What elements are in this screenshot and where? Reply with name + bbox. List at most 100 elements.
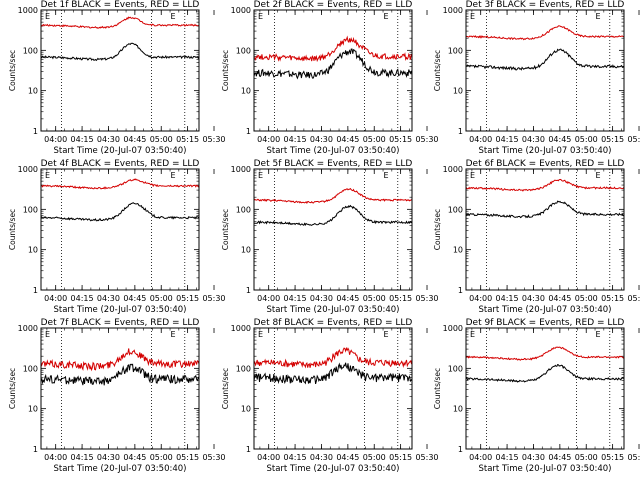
series-line-events: [254, 204, 413, 226]
y-tick-label: 1: [458, 127, 463, 136]
event-marker: E: [596, 330, 601, 339]
x-tick-label: 05:15: [176, 135, 199, 144]
series-line-lld: [40, 348, 200, 372]
x-tick-label: 05:00: [575, 453, 598, 462]
series-line-lld: [253, 346, 413, 369]
y-tick-label: 100: [236, 46, 251, 55]
x-tick-label: 04:15: [71, 135, 94, 144]
y-tick-label: 10: [453, 405, 463, 414]
series-line-events: [253, 48, 413, 80]
x-tick-label: 05:30: [415, 135, 438, 144]
x-tick-label: 04:00: [44, 294, 67, 303]
chart-panel-2: Det 2f BLACK = Events, RED = LLD Counts/s…: [221, 0, 439, 156]
x-tick-label: 04:30: [310, 453, 333, 462]
y-axis-label: Counts/sec: [8, 50, 17, 91]
series-line-lld: [40, 16, 200, 29]
plot-frame: [465, 9, 625, 132]
event-marker: E: [45, 330, 50, 339]
x-tick-label: 05:30: [627, 453, 640, 462]
series-line-lld: [465, 25, 625, 41]
x-tick-label: 04:15: [71, 453, 94, 462]
x-tick-label: 04:15: [284, 135, 307, 144]
x-tick-label: 05:30: [627, 135, 640, 144]
y-tick-label: 10: [241, 405, 251, 414]
y-tick-label: 1: [246, 286, 251, 295]
y-tick-label: 10: [241, 87, 251, 96]
event-marker: E: [171, 12, 176, 21]
chart-panel-9: Det 9f BLACK = Events, RED = LLD Counts/s…: [433, 318, 640, 474]
x-axis-label: Start Time (20-Jul-07 03:50:40): [54, 305, 187, 315]
event-marker: E: [384, 12, 389, 21]
chart-title: Det 7f BLACK = Events, RED = LLD: [41, 318, 200, 328]
x-tick-label: 05:00: [363, 453, 386, 462]
x-tick-label: 04:45: [123, 135, 146, 144]
x-tick-label: 04:15: [496, 453, 519, 462]
x-tick-label: 05:15: [601, 453, 624, 462]
event-marker: E: [258, 171, 263, 180]
series-line-events: [465, 364, 625, 383]
y-tick-label: 1: [33, 127, 38, 136]
x-tick-label: 04:00: [44, 135, 67, 144]
y-tick-label: 10: [28, 246, 38, 255]
plot-frame: [465, 168, 625, 291]
y-tick-label: 100: [448, 205, 463, 214]
y-tick-label: 10: [28, 405, 38, 414]
y-tick-label: 1000: [18, 6, 38, 15]
chart-panel-6: Det 6f BLACK = Events, RED = LLD Counts/s…: [433, 159, 640, 315]
y-tick-label: 10: [453, 87, 463, 96]
event-marker: E: [596, 12, 601, 21]
x-tick-label: 04:15: [284, 294, 307, 303]
plot-frame: [40, 9, 200, 132]
x-tick-label: 04:00: [469, 294, 492, 303]
x-tick-label: 05:15: [389, 453, 412, 462]
series-line-lld: [40, 178, 200, 190]
chart-title: Det 1f BLACK = Events, RED = LLD: [41, 0, 200, 10]
x-tick-label: 05:15: [601, 294, 624, 303]
event-marker: E: [470, 171, 475, 180]
x-axis-label: Start Time (20-Jul-07 03:50:40): [54, 146, 187, 156]
x-tick-label: 05:00: [150, 135, 173, 144]
x-tick-label: 05:15: [601, 135, 624, 144]
y-axis-label: Counts/sec: [433, 209, 442, 250]
x-tick-label: 04:00: [44, 453, 67, 462]
x-tick-label: 04:45: [123, 294, 146, 303]
x-tick-label: 05:30: [415, 294, 438, 303]
plot-frame: [465, 327, 625, 450]
x-tick-label: 05:30: [627, 294, 640, 303]
series-line-events: [40, 42, 200, 62]
series-line-lld: [254, 35, 412, 63]
y-axis-label: Counts/sec: [221, 209, 230, 250]
x-tick-label: 05:30: [202, 294, 225, 303]
y-axis-label: Counts/sec: [433, 368, 442, 409]
y-axis-label: Counts/sec: [8, 368, 17, 409]
event-marker: E: [384, 171, 389, 180]
y-tick-label: 10: [453, 246, 463, 255]
x-tick-label: 04:15: [496, 294, 519, 303]
x-tick-label: 05:00: [575, 294, 598, 303]
y-tick-label: 1000: [443, 324, 463, 333]
chart-title: Det 5f BLACK = Events, RED = LLD: [254, 159, 413, 169]
x-tick-label: 04:45: [336, 294, 359, 303]
x-tick-label: 05:00: [575, 135, 598, 144]
y-tick-label: 1000: [18, 324, 38, 333]
chart-panel-5: Det 5f BLACK = Events, RED = LLD Counts/s…: [221, 159, 439, 315]
y-tick-label: 100: [448, 46, 463, 55]
y-tick-label: 100: [23, 205, 38, 214]
x-tick-label: 04:00: [257, 135, 280, 144]
x-axis-label: Start Time (20-Jul-07 03:50:40): [479, 464, 612, 474]
y-tick-label: 100: [23, 364, 38, 373]
y-tick-label: 1: [33, 445, 38, 454]
x-tick-label: 04:00: [257, 453, 280, 462]
y-tick-label: 1: [246, 445, 251, 454]
series-line-lld: [253, 187, 413, 204]
event-marker: E: [258, 12, 263, 21]
event-marker: E: [171, 171, 176, 180]
chart-title: Det 2f BLACK = Events, RED = LLD: [254, 0, 413, 10]
x-tick-label: 04:30: [522, 294, 545, 303]
chart-title: Det 4f BLACK = Events, RED = LLD: [41, 159, 200, 169]
series-line-events: [40, 202, 200, 222]
plot-frame: [253, 168, 413, 291]
event-marker: E: [384, 330, 389, 339]
event-marker: E: [45, 12, 50, 21]
plot-frame: [253, 327, 413, 450]
